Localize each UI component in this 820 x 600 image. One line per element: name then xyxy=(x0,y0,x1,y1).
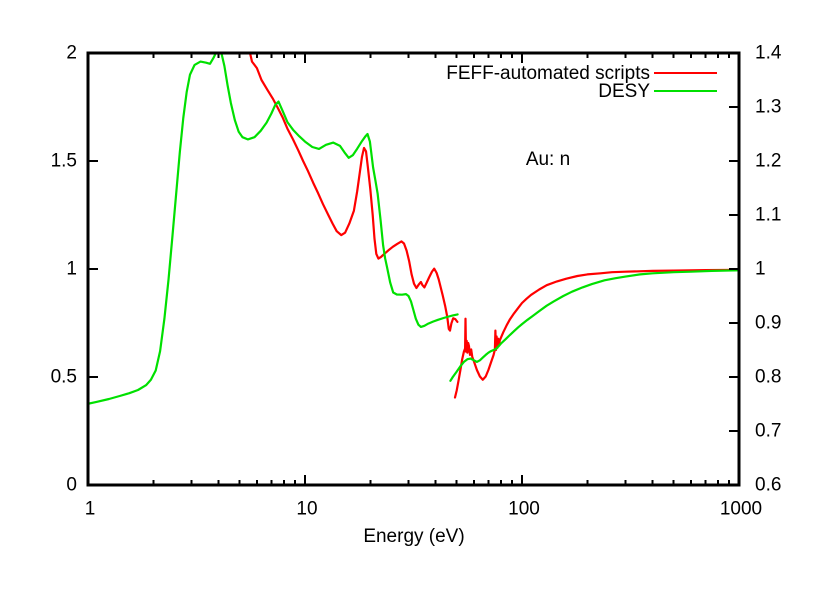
y-right-tick-label: 1.3 xyxy=(755,96,782,118)
y-right-tick-label: 1.2 xyxy=(755,150,782,172)
y-left-tick-label: 1 xyxy=(66,258,77,280)
x-axis-title: Energy (eV) xyxy=(363,526,465,547)
legend-line-sample-feff xyxy=(654,72,717,74)
y-right-tick-label: 0.7 xyxy=(755,420,782,442)
y-right-tick-label: 0.8 xyxy=(755,366,782,388)
plot-border xyxy=(86,51,741,487)
y-right-tick-label: 1.1 xyxy=(755,204,782,226)
x-tick-label: 1 xyxy=(84,498,96,520)
y-right-tick-label: 0.9 xyxy=(755,312,782,334)
annotation-au-n: Au: n xyxy=(525,149,571,170)
curve-feff-low-energy xyxy=(248,53,459,332)
x-tick-label: 100 xyxy=(508,498,540,520)
legend-label-feff: FEFF-automated scripts xyxy=(446,63,650,84)
y-left-tick-label: 1.5 xyxy=(50,150,77,172)
y-left-tick-label: 2 xyxy=(66,42,77,64)
y-right-tick-label: 0.6 xyxy=(755,474,782,496)
curve-desy-high-energy xyxy=(449,269,739,382)
x-tick-label: 10 xyxy=(296,498,318,520)
y-right-tick-label: 1 xyxy=(755,258,766,280)
legend-label-desy: DESY xyxy=(598,81,650,102)
curve-desy-low-energy xyxy=(88,53,459,405)
x-tick-label: 1000 xyxy=(719,498,763,520)
y-right-tick-label: 1.4 xyxy=(755,42,782,64)
y-left-tick-label: 0 xyxy=(66,474,77,496)
curve-feff-high-energy xyxy=(453,268,739,399)
y-left-tick-label: 0.5 xyxy=(50,366,77,388)
legend-line-sample-desy xyxy=(654,90,717,92)
